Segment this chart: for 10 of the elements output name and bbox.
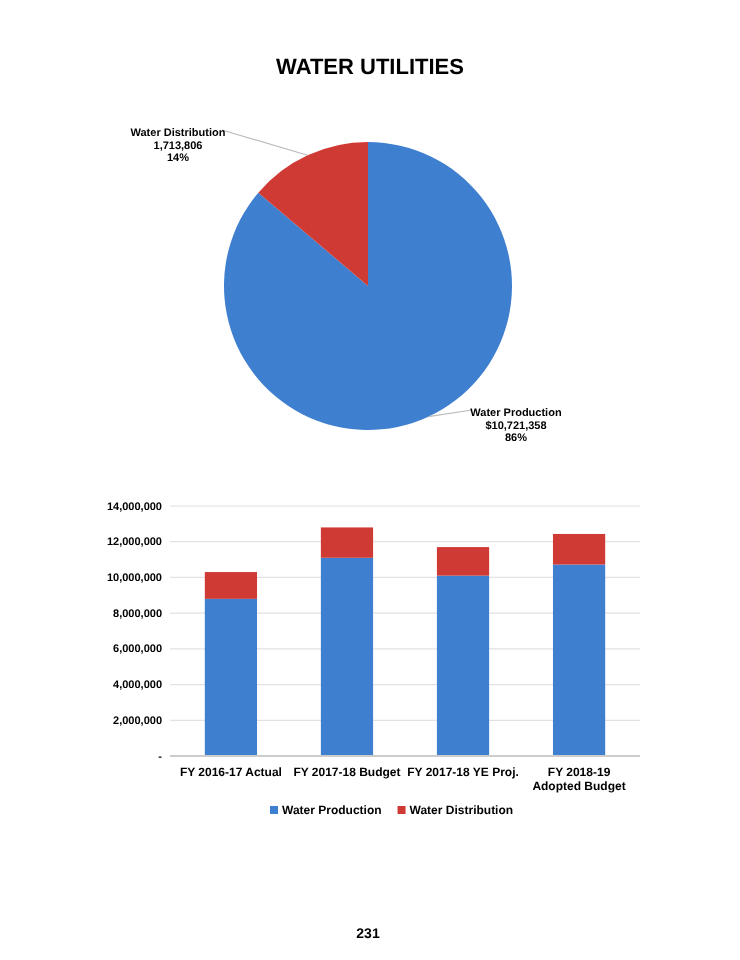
bar xyxy=(204,598,258,756)
chart-title: WATER UTILITIES xyxy=(276,56,464,80)
bar xyxy=(436,575,490,756)
bar xyxy=(204,572,258,599)
bar xyxy=(320,527,374,558)
bar xyxy=(436,547,490,576)
bar xyxy=(552,533,606,565)
bar xyxy=(552,564,606,756)
bar xyxy=(320,557,374,756)
pie-slice xyxy=(258,142,368,286)
